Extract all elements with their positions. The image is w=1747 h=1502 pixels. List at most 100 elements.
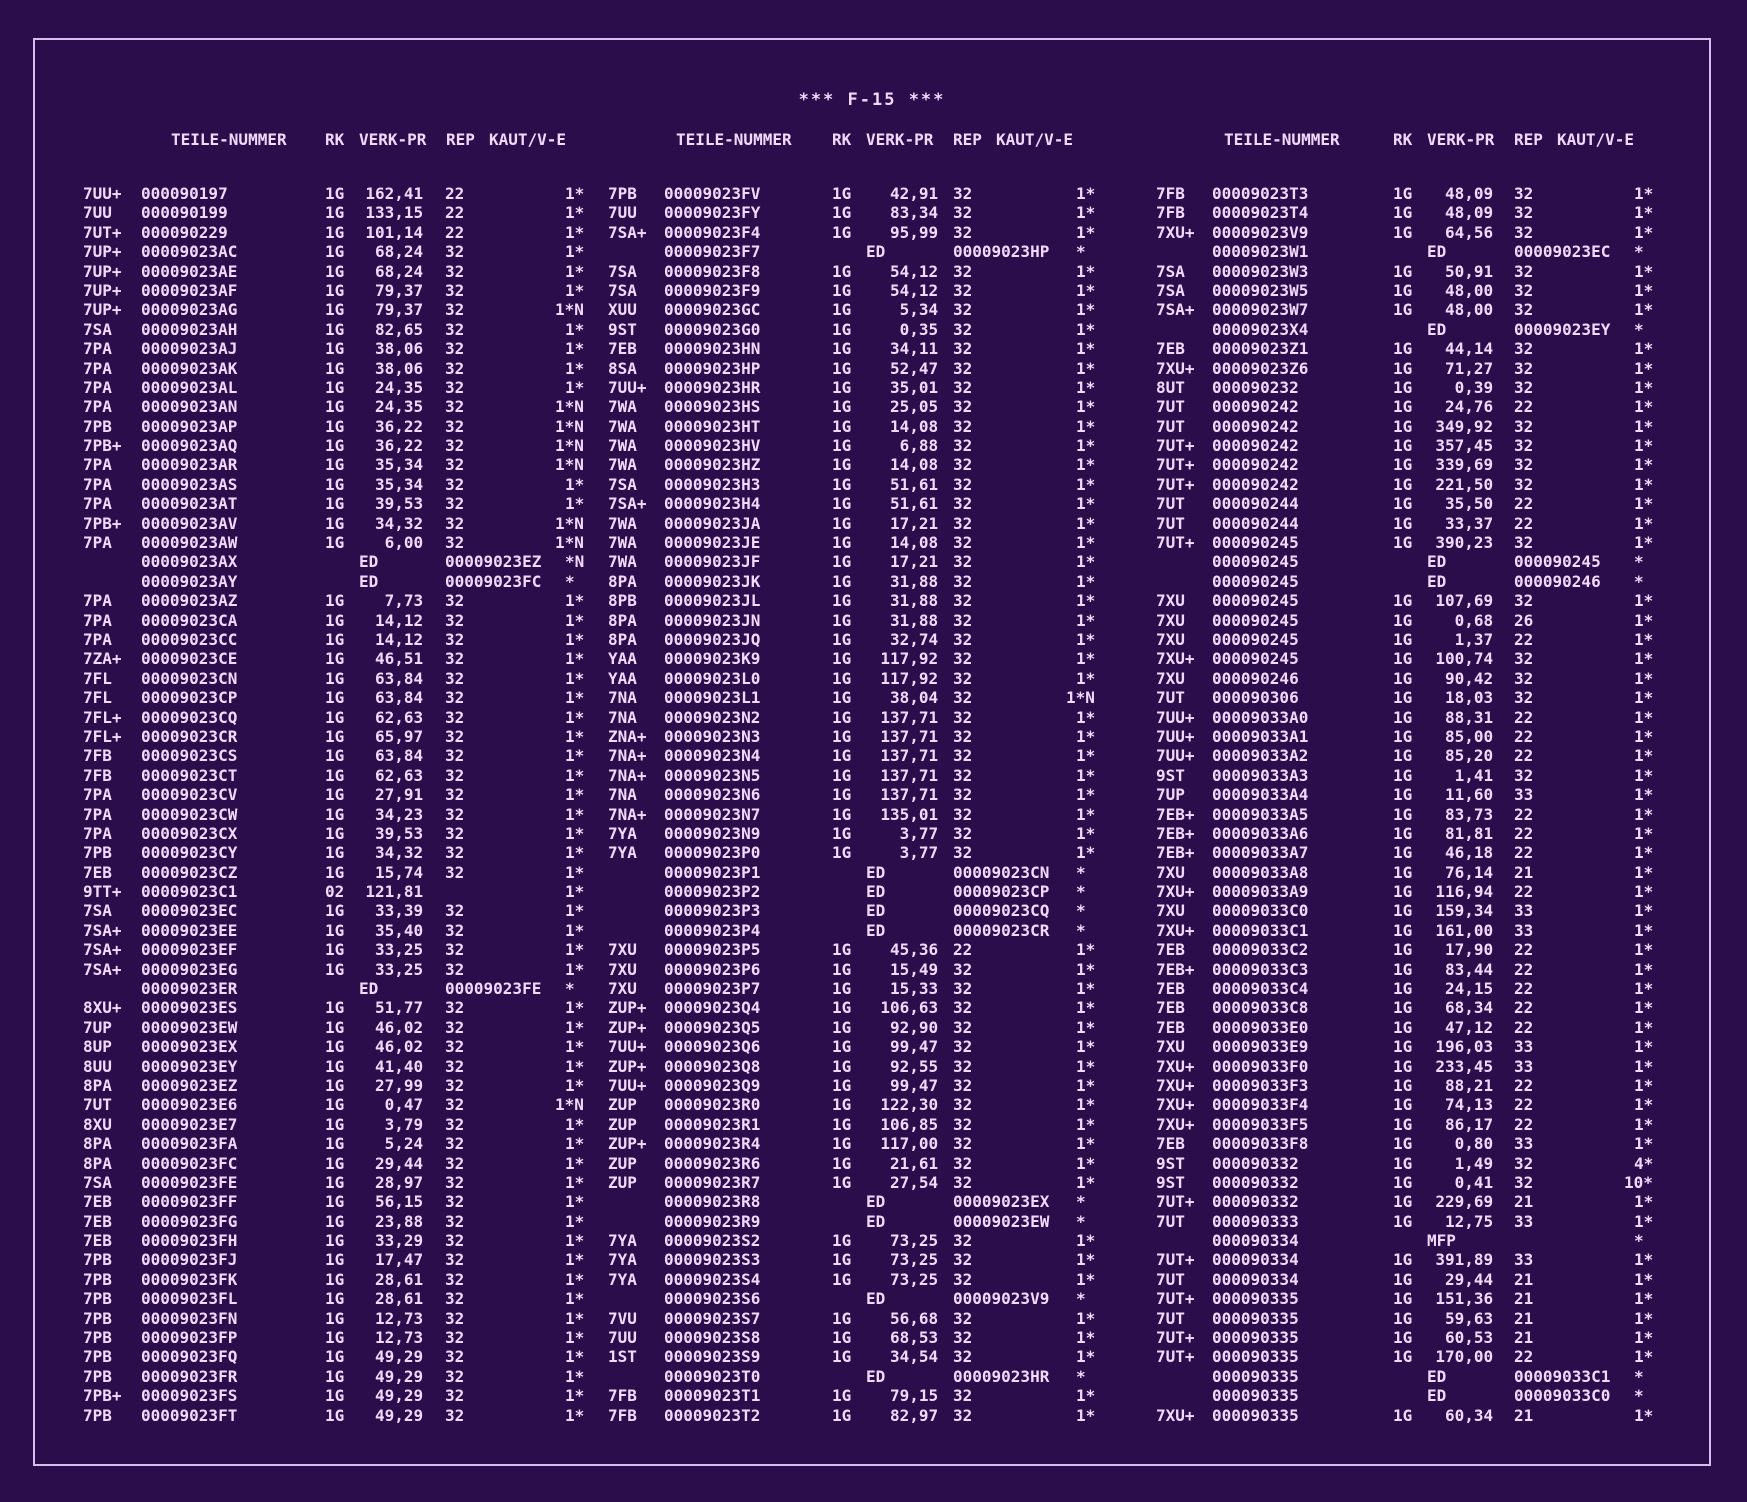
prefix-code: 7PA [83, 377, 112, 397]
rk-value: 1G [832, 1114, 852, 1134]
table-row: 7NA+ 00009023N4 1G 137,71 32 1* [608, 746, 1156, 765]
flag-value: * [1634, 242, 1644, 262]
table-row: 7UU+ 00009033A0 1G 88,31 22 1* [1156, 708, 1711, 727]
price-value: 79,15 [890, 1386, 939, 1406]
rk-value: 1G [325, 862, 345, 882]
price-value: 116,94 [1435, 882, 1494, 902]
prefix-code: 7EB+ [1156, 804, 1195, 824]
flag-value: 1* [1634, 339, 1654, 359]
flag-value: 1* [1076, 707, 1096, 727]
flag-value: 10* [1624, 1172, 1653, 1192]
part-number: 000090334 [1212, 1269, 1299, 1289]
flag-value: 1* [1634, 1289, 1654, 1309]
rk-value: 1G [832, 649, 852, 669]
rep-value: 32 [445, 1289, 465, 1309]
flag-value: 1* [1634, 610, 1654, 630]
rk-value: 1G [325, 1386, 345, 1406]
rep-value: 22 [1514, 1347, 1534, 1367]
prefix-code: 7VU [608, 1308, 637, 1328]
table-row: 7PA 00009023AR 1G 35,34 32 1*N [83, 455, 608, 474]
rk-value: 1G [832, 746, 852, 766]
rk-value: 1G [832, 339, 852, 359]
flag-value: 1* [1634, 823, 1654, 843]
flag-value: 1* [565, 823, 585, 843]
rep-value: 22 [1514, 629, 1534, 649]
rk-value: 1G [325, 1075, 345, 1095]
price-value: 12,75 [1445, 1211, 1494, 1231]
prefix-code: 7FL+ [83, 726, 122, 746]
flag-value: 1* [1076, 455, 1096, 475]
table-row: 9ST 00009033A3 1G 1,41 32 1* [1156, 766, 1711, 785]
kaut-value: 00009023CR [953, 920, 1050, 940]
kaut-value: 00009023V9 [953, 1289, 1050, 1309]
rk-value: 1G [832, 1095, 852, 1115]
part-number: 000090335 [1212, 1366, 1299, 1386]
part-number: 00009023P5 [664, 940, 761, 960]
rep-value: 32 [1514, 668, 1534, 688]
part-number: 00009023P2 [664, 882, 761, 902]
rep-value: 32 [953, 513, 973, 533]
part-number: 000090333 [1212, 1211, 1299, 1231]
table-row: 7UT 000090333 1G 12,75 33 1* [1156, 1212, 1711, 1231]
part-number: 00009023FR [141, 1366, 238, 1386]
flag-value: 1* [1076, 203, 1096, 223]
table-row: 7EB 00009023FF 1G 56,15 32 1* [83, 1192, 608, 1211]
rep-value: 32 [445, 1386, 465, 1406]
rk-value: 1G [832, 552, 852, 572]
part-number: 00009023AG [141, 300, 238, 320]
flag-value: 1* [1634, 707, 1654, 727]
price-value: 48,00 [1445, 300, 1494, 320]
flag-value: 1*N [555, 1095, 584, 1115]
rep-value: 32 [953, 1056, 973, 1076]
flag-value: 1* [1076, 940, 1096, 960]
flag-value: 1* [565, 1037, 585, 1057]
rep-value: 32 [953, 668, 973, 688]
rep-value: 32 [1514, 765, 1534, 785]
rk-value: 1G [325, 222, 345, 242]
rk-value: 1G [832, 1308, 852, 1328]
part-number: 00009023JA [664, 513, 761, 533]
table-row: 8PA 00009023FC 1G 29,44 32 1* [83, 1154, 608, 1173]
rk-value: 1G [832, 300, 852, 320]
prefix-code: ZUP+ [608, 1017, 647, 1037]
rep-value: 32 [953, 358, 973, 378]
part-number: 00009023HP [664, 358, 761, 378]
prefix-code: 7UT+ [1156, 455, 1195, 475]
flag-value: 1* [1076, 184, 1096, 203]
prefix-code: 7PA [83, 358, 112, 378]
price-value: 35,34 [375, 455, 424, 475]
flag-value: 1* [565, 1056, 585, 1076]
flag-value: 1* [1076, 785, 1096, 805]
flag-value: 1* [1634, 1192, 1654, 1212]
part-number: 00009023AN [141, 397, 238, 417]
header-teile-nummer: TEILE-NUMMER [676, 130, 792, 149]
price-value: 38,06 [375, 358, 424, 378]
rk-value: 1G [325, 901, 345, 921]
part-number: 00009023AS [141, 474, 238, 494]
part-number: 000090242 [1212, 474, 1299, 494]
flag-value: 1* [1634, 358, 1654, 378]
price-value: 83,73 [1445, 804, 1494, 824]
part-number: 000090335 [1212, 1347, 1299, 1367]
part-number: 00009023Z1 [1212, 339, 1309, 359]
table-row: ZUP 00009023R0 1G 122,30 32 1* [608, 1095, 1156, 1114]
flag-value: 1* [1076, 1037, 1096, 1057]
rk-value: 1G [325, 785, 345, 805]
rep-value: 32 [953, 591, 973, 611]
price-value: 28,61 [375, 1269, 424, 1289]
rk-value: 1G [1393, 1347, 1413, 1367]
price-value: 48,09 [1445, 184, 1494, 203]
rk-value: 1G [832, 940, 852, 960]
part-number: 00009023FV [664, 184, 761, 203]
part-number: 00009023P1 [664, 862, 761, 882]
header-kaut-ve: KAUT/V-E [996, 130, 1074, 149]
prefix-code: 7SA [608, 474, 637, 494]
flag-value: 1* [1634, 1250, 1654, 1270]
part-number: 00009023ES [141, 998, 238, 1018]
table-row: 7UP 00009033A4 1G 11,60 33 1* [1156, 785, 1711, 804]
prefix-code: 8XU [83, 1114, 112, 1134]
table-row: 7SA 00009023F8 1G 54,12 32 1* [608, 262, 1156, 281]
flag-value: * [1076, 1289, 1086, 1309]
flag-value: 1* [1076, 746, 1096, 766]
prefix-code: 7FL [83, 688, 112, 708]
